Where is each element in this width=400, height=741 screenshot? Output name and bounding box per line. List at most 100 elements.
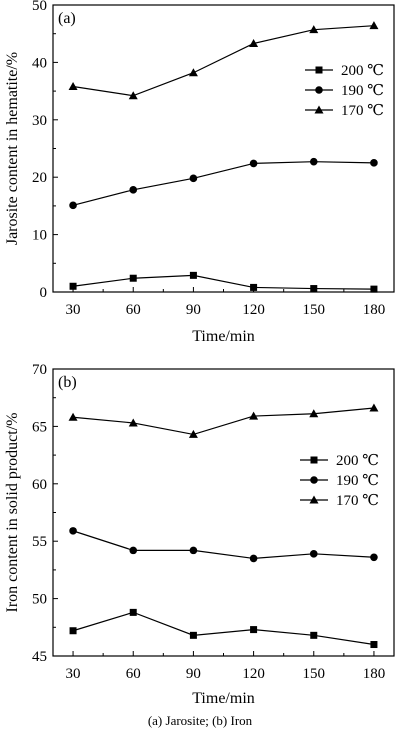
chart-b-legend-label: 170 ℃ [336,493,379,509]
chart-a-data-point [309,25,319,34]
chart-b-y-tick-label: 55 [32,534,47,550]
chart-b-data-point [370,641,378,649]
chart-b-y-tick-label: 70 [32,362,47,378]
chart-b-legend-label: 200 ℃ [336,453,379,469]
chart-a-x-tick-label: 30 [66,302,81,318]
chart-a-data-point [310,285,318,293]
chart-a-series-line [72,161,374,206]
chart-a-data-point [69,282,77,290]
chart-b-legend-entry: 170 ℃ [300,493,379,509]
chart-a-legend-label: 190 ℃ [341,83,384,99]
chart-b-x-tick-label: 150 [303,666,326,682]
chart-a-data-point [68,82,78,91]
chart-a-panel-label: (a) [58,10,76,27]
chart-b-y-tick-label: 60 [32,477,47,493]
chart-b-data-point [128,418,138,427]
chart-a: 30 60 90 120 150 180 0 10 20 30 40 50 Time/min Jarosi… [4,0,395,345]
chart-b-y-axis-title: Iron content in solid product/% [4,413,21,613]
chart-a-data-point [69,201,77,210]
chart-a-y-axis-title: Jarosite content in hematite/% [4,52,21,245]
chart-a-data-point [250,283,258,291]
chart-a-plot-frame [52,4,395,293]
chart-b-panel-label: (b) [58,374,77,391]
chart-b-series-circle [69,527,378,563]
chart-b-data-point [250,626,258,634]
chart-b-x-tick-label: 90 [186,666,201,682]
chart-b-y-tick-label: 45 [32,649,47,665]
chart-a-series-line [72,274,374,290]
chart-b-x-axis-title: Time/min [192,690,255,707]
chart-b-x-tick-label: 60 [126,666,141,682]
chart-a-legend-entry: 170 ℃ [305,103,384,119]
chart-b-series-line [72,530,374,560]
chart-a-legend-label: 170 ℃ [341,103,384,119]
chart-b-data-point [369,403,379,412]
chart-a-x-tick-label: 120 [242,302,265,318]
chart-b-series-triangle [68,403,379,438]
chart-b-x-tick-label: 120 [242,666,265,682]
chart-a-series-line [72,25,374,97]
chart-b-data-point [309,550,318,558]
chart-a-data-point [309,157,318,166]
chart-b-data-point [310,631,318,639]
chart-a-legend-marker [315,66,323,74]
chart-b-legend-marker [310,456,318,464]
chart-a-y-tick-label: 30 [32,113,47,129]
chart-b-legend-entry: 200 ℃ [300,453,379,469]
chart-b: 30 60 90 120 150 180 45 50 55 60 65 70 Time/min Iron … [4,362,395,707]
chart-a-x-tick-label: 90 [186,302,201,318]
chart-b-data-point [370,553,378,562]
chart-b-x-tick-label: 180 [363,666,386,682]
chart-a-series-square [69,271,378,293]
chart-a-data-point [249,159,258,168]
chart-b-data-point [129,608,137,616]
chart-a-y-tick-label: 40 [32,55,47,71]
chart-b-data-point [249,411,259,420]
chart-a-x-axis-title: Time/min [192,328,255,345]
chart-a-legend-label: 200 ℃ [341,63,384,79]
chart-b-data-point [69,627,77,635]
chart-b-data-point [249,554,258,563]
chart-a-data-point [189,271,197,279]
chart-b-y-tick-label: 65 [32,419,47,435]
chart-b-data-point [69,527,77,535]
chart-a-legend-entry: 200 ℃ [305,63,384,79]
chart-b-data-point [188,429,198,438]
chart-a-x-tick-label: 180 [363,302,386,318]
chart-b-legend-label: 190 ℃ [336,473,379,489]
chart-a-y-tick-label: 20 [32,170,47,186]
chart-a-legend-marker [315,86,323,94]
chart-b-legend-entry: 190 ℃ [300,473,379,489]
chart-b-data-point [309,409,319,418]
chart-b-legend-marker [309,495,319,504]
chart-a-data-point [249,38,259,47]
chart-b-series-square [69,608,378,649]
chart-b-y-tick-label: 50 [32,592,47,608]
chart-a-data-point [188,68,198,77]
figure-caption: (a) Jarosite; (b) Iron [147,713,253,728]
chart-a-data-point [369,21,379,30]
chart-a-series-triangle [68,21,379,100]
chart-a-y-tick-label: 10 [32,228,47,244]
chart-b-data-point [129,546,138,555]
chart-a-data-point [129,186,138,194]
chart-a-legend-entry: 190 ℃ [305,83,384,99]
chart-b-data-point [189,631,197,639]
chart-a-x-tick-label: 60 [126,302,141,318]
chart-a-data-point [370,285,378,293]
chart-b-series-line [73,407,374,436]
chart-a-x-tick-label: 150 [303,302,326,318]
chart-b-plot-frame [52,368,395,657]
chart-a-data-point [370,159,378,167]
chart-b-data-point [189,546,198,555]
chart-b-legend-marker [310,476,318,484]
chart-a-legend-marker [314,105,324,114]
chart-b-x-tick-label: 30 [66,666,81,682]
chart-a-series-circle [69,157,378,210]
chart-b-series-line [72,611,375,646]
chart-a-data-point [128,91,138,100]
chart-a-data-point [189,174,198,183]
chart-a-data-point [129,274,137,282]
chart-a-y-tick-label: 50 [32,0,47,14]
